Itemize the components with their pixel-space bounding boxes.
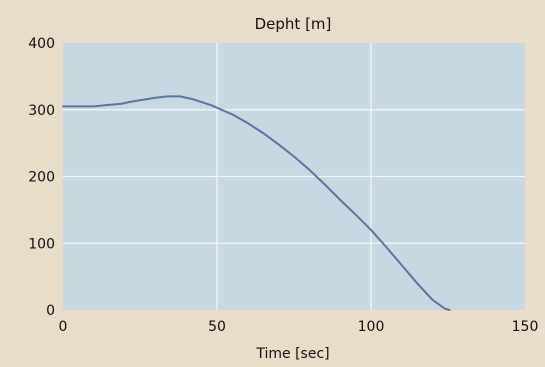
series-line	[62, 95, 451, 311]
x-tick-label: 150	[512, 319, 539, 335]
x-tick-label: 100	[358, 319, 385, 335]
x-axis-label: Time [sec]	[255, 346, 329, 362]
data-series-group	[62, 95, 451, 311]
y-tick-label: 300	[28, 103, 55, 119]
y-tick-label: 0	[46, 303, 55, 319]
x-tick-label: 0	[59, 319, 68, 335]
y-tick-label: 100	[28, 236, 55, 252]
y-tick-label: 400	[28, 36, 55, 52]
y-tick-label: 200	[28, 170, 55, 186]
y-tick-labels: 0 100 200 300 400	[28, 36, 55, 319]
x-tick-label: 50	[208, 319, 226, 335]
grid-lines	[63, 43, 525, 310]
chart-title: Depht [m]	[255, 15, 332, 33]
x-tick-labels: 0 50 100 150	[59, 319, 539, 335]
